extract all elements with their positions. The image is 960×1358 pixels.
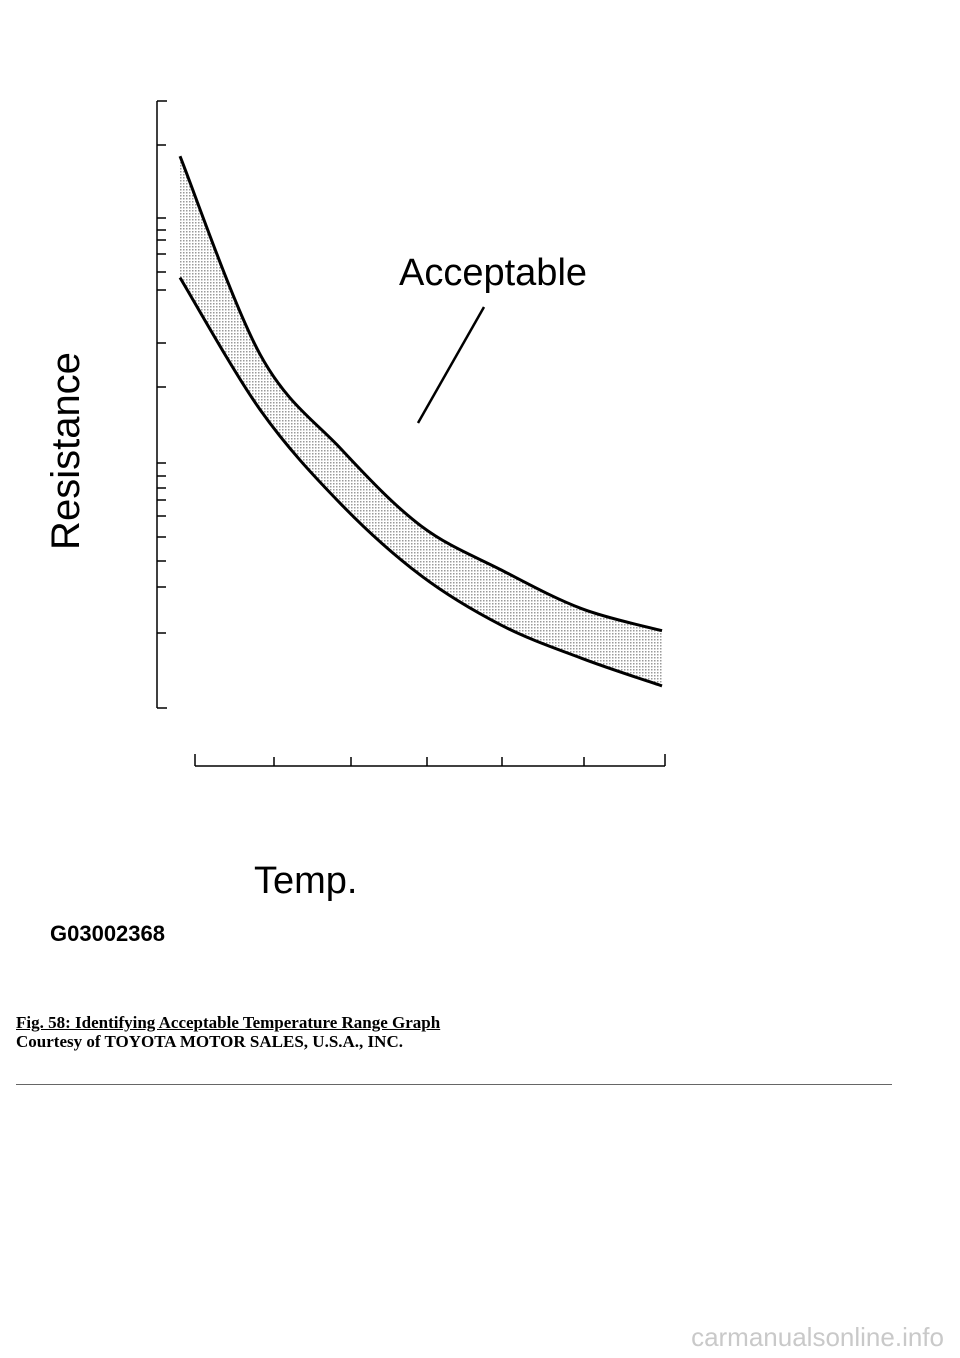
courtesy-line: Courtesy of TOYOTA MOTOR SALES, U.S.A., …	[16, 1032, 403, 1051]
figure-caption[interactable]: Fig. 58: Identifying Acceptable Temperat…	[16, 1013, 441, 1032]
x-axis-label: Temp.	[254, 860, 357, 902]
y-axis	[156, 100, 167, 709]
annotation-label: Acceptable	[399, 252, 587, 294]
upper-limit-curve	[178, 155, 663, 633]
x-axis-ticks	[194, 754, 666, 766]
y-axis-label: Resistance	[44, 352, 88, 550]
annotation-leader	[416, 306, 486, 424]
divider	[16, 1084, 892, 1085]
watermark: carmanualsonline.info	[691, 1322, 944, 1352]
figure-code: G03002368	[50, 921, 165, 946]
y-axis-ticks	[157, 144, 166, 634]
lower-limit-curve	[178, 276, 663, 688]
chart: Acceptable Resistance Temp. G03002368	[44, 100, 666, 946]
acceptable-band	[180, 156, 662, 686]
